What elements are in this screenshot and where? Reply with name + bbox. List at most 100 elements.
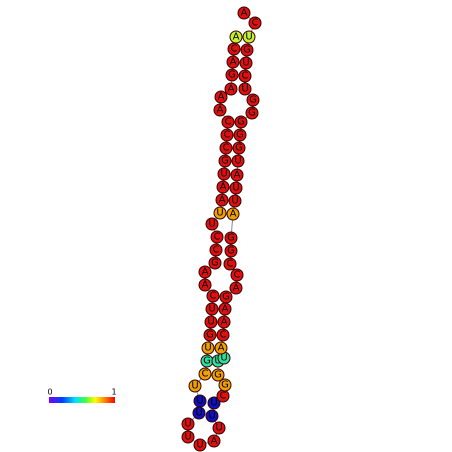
nucleotide-circle	[188, 379, 202, 393]
nucleotide: U	[213, 206, 227, 220]
nucleotide-circle	[224, 244, 238, 258]
nucleotide: G	[246, 93, 260, 107]
nucleotide-label: U	[231, 196, 238, 207]
nucleotide-circle	[230, 268, 244, 282]
nucleotide-circle	[221, 115, 235, 129]
nucleotide: U	[193, 438, 207, 452]
nucleotide-label: G	[228, 70, 236, 81]
nucleotide-circle	[208, 256, 222, 270]
nucleotide-label: A	[230, 57, 237, 68]
nucleotide-circle	[210, 230, 224, 244]
nucleotide-label: C	[224, 130, 231, 141]
nucleotide: U	[201, 341, 215, 355]
nucleotide-circle	[224, 82, 238, 96]
nucleotide: C	[219, 141, 233, 155]
nucleotide-label: U	[208, 304, 215, 315]
nucleotide-label: G	[248, 108, 256, 119]
nucleotide: A	[207, 434, 221, 448]
nucleotide-label: G	[227, 246, 235, 257]
nucleotide: C	[206, 289, 220, 303]
nucleotide-label: C	[242, 71, 249, 82]
nucleotide: C	[198, 367, 212, 381]
nucleotide: G	[218, 378, 232, 392]
nucleotide-circle	[206, 289, 220, 303]
nucleotide-circle	[218, 154, 232, 168]
nucleotide: C	[216, 389, 230, 403]
nucleotide-label: U	[242, 58, 249, 69]
nucleotide-label: G	[222, 292, 230, 303]
nucleotide: A	[229, 281, 243, 295]
nucleotide: A	[214, 341, 228, 355]
nucleotide: G	[203, 328, 217, 342]
nucleotide: U	[207, 396, 221, 410]
nucleotide-label: U	[234, 156, 241, 167]
nucleotide-label: U	[214, 356, 221, 367]
nucleotide: G	[234, 115, 248, 129]
nucleotide: A	[218, 302, 232, 316]
nucleotide-label: A	[202, 280, 209, 291]
nucleotide-label: A	[211, 436, 218, 447]
nucleotide-label: G	[221, 156, 229, 167]
nucleotide-label: G	[221, 380, 229, 391]
nucleotide-label: A	[233, 283, 240, 294]
nucleotide: A	[237, 6, 251, 20]
nucleotide-label: U	[196, 440, 203, 451]
nucleotide: G	[218, 154, 232, 168]
nucleotide: A	[226, 207, 240, 221]
nucleotide-label: C	[231, 44, 238, 55]
nucleotide-label: A	[234, 170, 241, 181]
nucleotide: G	[225, 68, 239, 82]
nucleotide: A	[224, 82, 238, 96]
nucleotide: U	[238, 82, 252, 96]
nucleotide-circle	[234, 115, 248, 129]
nucleotide-circle	[226, 207, 240, 221]
nucleotide-circle	[219, 141, 233, 155]
nucleotide: U	[205, 217, 219, 231]
nucleotide: U	[204, 315, 218, 329]
nucleotide-label: U	[196, 396, 203, 407]
nucleotide-label: A	[241, 8, 248, 19]
nucleotide-circle	[209, 243, 223, 257]
nucleotide-circle	[239, 56, 253, 70]
nucleotide: C	[210, 230, 224, 244]
nucleotide-circle	[204, 315, 218, 329]
nucleotide: G	[211, 368, 225, 382]
nucleotide-circle	[201, 341, 215, 355]
nucleotide-label: U	[207, 317, 214, 328]
nucleotide-label: G	[227, 233, 235, 244]
nucleotide: G	[245, 106, 259, 120]
nucleotide-circle	[233, 128, 247, 142]
nucleotide-circle	[205, 302, 219, 316]
nucleotide-circle	[207, 396, 221, 410]
nucleotide-circle	[215, 193, 229, 207]
nucleotide-circle	[213, 206, 227, 220]
nucleotide: U	[228, 194, 242, 208]
nucleotide-label: G	[214, 370, 222, 381]
nucleotide-circle	[207, 434, 221, 448]
nucleotide: A	[230, 168, 244, 182]
nucleotide-circle	[211, 368, 225, 382]
nucleotide: C	[238, 69, 252, 83]
nucleotide: U	[192, 406, 206, 420]
nucleotide-label: U	[184, 432, 191, 443]
nucleotide-label: A	[217, 105, 224, 116]
backbone-line	[187, 12, 256, 446]
nucleotide: A	[198, 278, 212, 292]
nucleotide: G	[200, 354, 214, 368]
nucleotide-label: G	[249, 95, 257, 106]
nucleotide-label: G	[206, 330, 214, 341]
nucleotide: A	[226, 55, 240, 69]
nucleotide-label: U	[204, 343, 211, 354]
nucleotide-label: A	[218, 92, 225, 103]
nucleotide: C	[209, 243, 223, 257]
nucleotide-label: G	[203, 356, 211, 367]
nucleotide: A	[214, 90, 228, 104]
nucleotide-circle	[237, 6, 251, 20]
nucleotide-label: G	[237, 117, 245, 128]
nucleotide: U	[242, 30, 256, 44]
nucleotide: U	[181, 430, 195, 444]
nucleotide-label: C	[234, 270, 241, 281]
nucleotide-label: U	[232, 183, 239, 194]
nucleotide-label: G	[243, 45, 251, 56]
